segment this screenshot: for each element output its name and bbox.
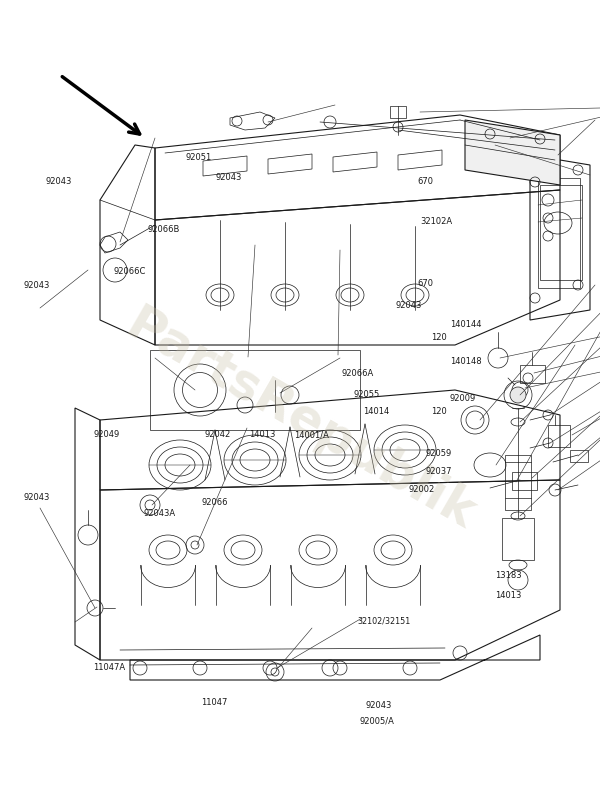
Bar bbox=[505, 455, 531, 510]
Text: 92055: 92055 bbox=[354, 390, 380, 399]
Text: 13183: 13183 bbox=[495, 571, 521, 580]
Text: 92005/A: 92005/A bbox=[360, 717, 395, 725]
Text: 92043: 92043 bbox=[45, 177, 71, 185]
Text: 120: 120 bbox=[431, 407, 446, 416]
Text: 14013: 14013 bbox=[249, 430, 275, 439]
Text: 92066: 92066 bbox=[201, 498, 227, 506]
Bar bbox=[570, 450, 588, 462]
Bar bbox=[548, 425, 570, 447]
Text: 92066B: 92066B bbox=[147, 225, 179, 234]
Bar bbox=[502, 518, 534, 560]
Bar bbox=[538, 178, 580, 288]
Text: 670: 670 bbox=[417, 279, 433, 288]
Text: 92043: 92043 bbox=[366, 701, 392, 710]
Text: 92043: 92043 bbox=[216, 173, 242, 181]
Text: 92066C: 92066C bbox=[114, 267, 146, 276]
Text: 92066A: 92066A bbox=[342, 369, 374, 378]
Text: 92043: 92043 bbox=[396, 301, 422, 309]
Text: 92043: 92043 bbox=[24, 493, 50, 502]
Text: 140144: 140144 bbox=[450, 320, 482, 329]
Text: 92049: 92049 bbox=[93, 430, 119, 439]
Polygon shape bbox=[465, 120, 560, 185]
Text: PartsRepublik: PartsRepublik bbox=[117, 301, 483, 539]
Text: 32102A: 32102A bbox=[420, 217, 452, 225]
Text: 92042: 92042 bbox=[204, 430, 230, 439]
Text: 92051: 92051 bbox=[186, 153, 212, 162]
Text: 92037: 92037 bbox=[426, 467, 452, 476]
Text: 120: 120 bbox=[431, 333, 446, 341]
Text: 92009: 92009 bbox=[450, 394, 476, 403]
Text: 92059: 92059 bbox=[426, 449, 452, 458]
Text: 670: 670 bbox=[417, 177, 433, 186]
Text: 11047A: 11047A bbox=[93, 663, 125, 672]
Text: 14013: 14013 bbox=[495, 591, 521, 600]
Text: 14014: 14014 bbox=[363, 407, 389, 416]
Text: 140148: 140148 bbox=[450, 357, 482, 366]
Bar bbox=[540, 185, 582, 280]
Text: 32102/32151: 32102/32151 bbox=[357, 616, 410, 625]
Text: 14001/A: 14001/A bbox=[294, 430, 329, 439]
Text: 92002: 92002 bbox=[408, 485, 434, 494]
Bar bbox=[390, 106, 406, 118]
Bar bbox=[520, 365, 545, 383]
Circle shape bbox=[510, 387, 526, 403]
Bar bbox=[512, 472, 537, 490]
Bar bbox=[150, 350, 360, 430]
Text: 92043A: 92043A bbox=[144, 509, 176, 517]
Text: 92043: 92043 bbox=[24, 281, 50, 290]
Text: 11047: 11047 bbox=[201, 698, 227, 706]
